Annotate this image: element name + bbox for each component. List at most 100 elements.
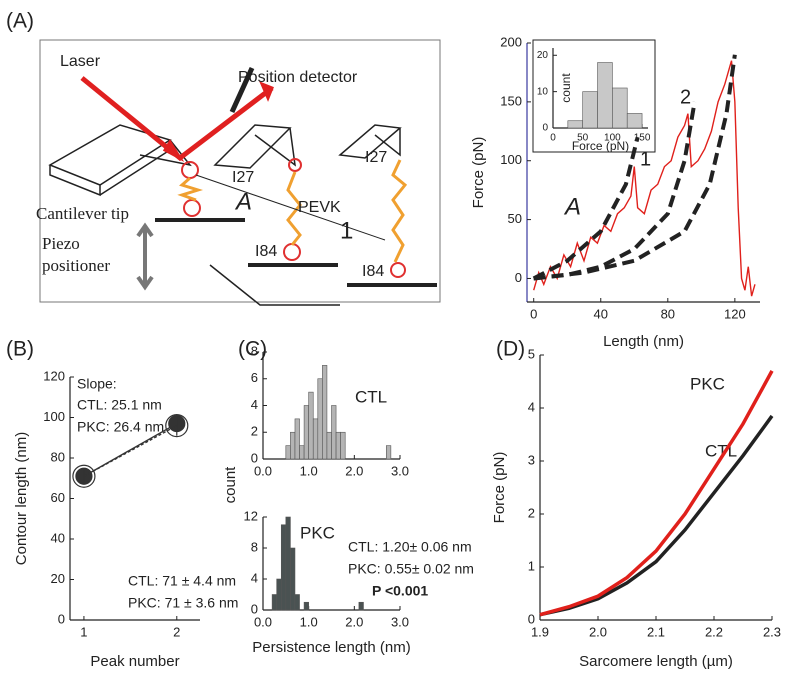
piezo-arrow xyxy=(136,222,154,291)
y-axis-label: Force (pN) xyxy=(491,452,508,524)
x-axis-label: Length (nm) xyxy=(603,333,684,350)
y-axis-label: Force (pN) xyxy=(470,137,487,209)
x-tick-label: 0.0 xyxy=(254,614,272,629)
y-tick-label: 2 xyxy=(528,505,535,520)
x-tick-label: 80 xyxy=(661,306,675,321)
x-axis-label: Persistence length (nm) xyxy=(252,639,410,656)
series-label: CTL xyxy=(355,387,387,406)
bar xyxy=(276,578,282,611)
arrowhead xyxy=(162,81,274,162)
detector xyxy=(229,66,255,114)
y-tick-label: 8 xyxy=(251,539,258,554)
series-label: A xyxy=(563,193,581,220)
bar xyxy=(567,120,583,129)
bar xyxy=(597,62,613,129)
annotation: CTL: 25.1 nm xyxy=(77,397,162,413)
bar xyxy=(308,391,314,460)
panel-label: (B) xyxy=(6,338,34,361)
x-tick-label: 2.3 xyxy=(763,624,781,639)
series-line xyxy=(83,424,178,477)
y-tick-label: 4 xyxy=(251,570,258,585)
x-tick-label: 100 xyxy=(604,133,621,144)
diagram-label: positioner xyxy=(42,256,110,275)
diagram-label: Position detector xyxy=(238,69,358,86)
frame xyxy=(39,39,441,303)
annotation: PKC: 71 ± 3.6 nm xyxy=(128,595,238,611)
series-label: PKC xyxy=(690,374,725,393)
bar xyxy=(294,418,300,460)
diagram-label: PEVK xyxy=(298,199,341,216)
bar xyxy=(331,405,337,460)
domains xyxy=(181,158,406,278)
x-tick-label: 2.0 xyxy=(345,463,363,478)
y-tick-label: 8 xyxy=(251,343,258,358)
y-tick-label: 20 xyxy=(51,571,65,586)
bar xyxy=(326,431,332,460)
panel-label: (D) xyxy=(496,338,525,361)
y-tick-label: 0 xyxy=(515,270,522,285)
x-tick-label: 1.9 xyxy=(531,624,549,639)
bar xyxy=(317,378,323,460)
y-tick-label: 40 xyxy=(51,530,65,545)
x-tick-label: 1.0 xyxy=(300,614,318,629)
y-axis-label: count xyxy=(222,466,239,504)
series-label: 2 xyxy=(680,86,691,108)
diagram-label: A xyxy=(234,188,252,215)
y-axis-label: count xyxy=(559,73,573,103)
y-tick-label: 5 xyxy=(528,346,535,361)
y-tick-label: 10 xyxy=(537,86,549,97)
y-tick-label: 60 xyxy=(51,490,65,505)
x-tick-label: 2.0 xyxy=(345,614,363,629)
series-line xyxy=(532,136,640,281)
y-axis-label: Contour length (nm) xyxy=(13,432,30,565)
marker xyxy=(72,464,96,488)
y-tick-label: 120 xyxy=(43,368,65,383)
bar xyxy=(322,365,328,460)
diagram-label: I84 xyxy=(255,243,277,260)
guide-line xyxy=(195,174,386,241)
bar xyxy=(299,445,305,460)
bar xyxy=(290,547,296,611)
series-line xyxy=(539,370,774,617)
y-tick-label: 100 xyxy=(500,152,522,167)
bar xyxy=(290,431,296,460)
marker xyxy=(165,414,189,438)
x-tick-label: 2.1 xyxy=(647,624,665,639)
diagram-label: Cantilever tip xyxy=(36,204,129,223)
diagram-label: I84 xyxy=(362,263,384,280)
x-tick-label: 150 xyxy=(634,133,651,144)
bar xyxy=(626,113,643,129)
series-label: 1 xyxy=(640,148,651,170)
diagram-label: 1 xyxy=(340,217,353,244)
diagram-label: I27 xyxy=(232,169,254,186)
bar xyxy=(385,445,392,460)
bar xyxy=(340,431,346,460)
x-tick-label: 3.0 xyxy=(391,614,409,629)
diagram-label: Piezo xyxy=(42,234,80,253)
bar xyxy=(612,87,628,129)
spring xyxy=(177,159,408,263)
bar xyxy=(303,601,309,611)
x-axis-label: Peak number xyxy=(90,653,179,670)
diagram-label: I27 xyxy=(365,149,387,166)
panel-label: (A) xyxy=(6,10,34,33)
annotation: CTL: 1.20± 0.06 nm xyxy=(348,539,472,555)
y-tick-label: 0 xyxy=(251,450,258,465)
y-tick-label: 80 xyxy=(51,449,65,464)
x-tick-label: 2 xyxy=(173,624,180,639)
tip xyxy=(139,139,192,167)
bar xyxy=(358,601,364,611)
y-tick-label: 4 xyxy=(251,397,258,412)
annotation: P <0.001 xyxy=(372,583,428,599)
y-tick-label: 0 xyxy=(542,123,548,134)
y-tick-label: 50 xyxy=(508,211,522,226)
x-tick-label: 1 xyxy=(80,624,87,639)
annotation: PKC: 26.4 nm xyxy=(77,419,164,435)
diagram: Laser Position detector Cantilever tip P… xyxy=(36,39,441,306)
bar xyxy=(285,445,291,460)
y-tick-label: 0 xyxy=(251,601,258,616)
annotation: Slope: xyxy=(77,376,117,392)
x-tick-label: 120 xyxy=(724,306,746,321)
x-tick-label: 3.0 xyxy=(391,463,409,478)
y-tick-label: 2 xyxy=(251,424,258,439)
